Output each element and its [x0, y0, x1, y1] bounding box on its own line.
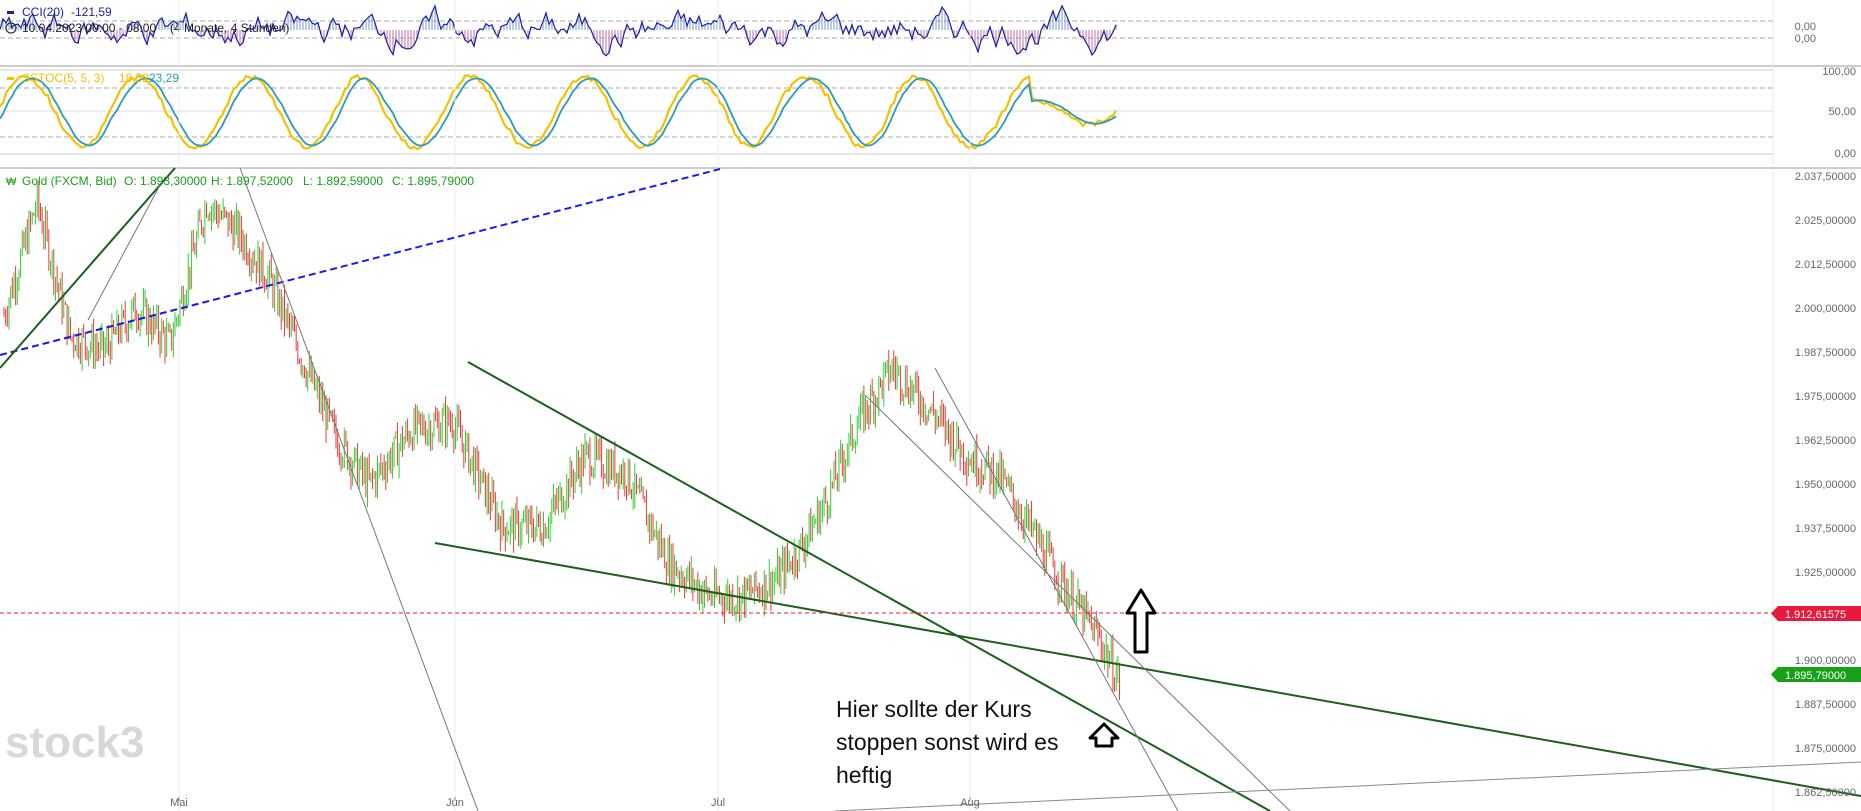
annotation-text: Hier sollte der Kurs stoppen sonst wird …: [836, 696, 1058, 788]
marker-price-text: 1.912,61575: [1785, 609, 1846, 621]
ohlc-legend: ₩ Gold (FXCM, Bid) O: 1.893,30000 H: 1.8…: [6, 174, 474, 188]
price-tick-label: 1.975,00000: [1795, 391, 1856, 403]
last-price-text: 1.895,79000: [1785, 670, 1846, 682]
instrument-name: Gold (FXCM, Bid): [22, 174, 117, 188]
ohlc-high: H: 1.897,52000: [211, 174, 293, 188]
price-tick-label: 2.025,00000: [1795, 215, 1856, 227]
price-tick-label: 1.862,50000: [1795, 787, 1856, 799]
price-tick-label: 2.000,00000: [1795, 303, 1856, 315]
x-label-aug: Aug: [960, 797, 980, 809]
annotation-line-1: Hier sollte der Kurs: [836, 696, 1032, 722]
trendline-green-early: [0, 167, 176, 369]
cci-legend-swatch: [7, 11, 14, 14]
stoch-legend-swatch: [7, 77, 14, 80]
arrow-up-icon: [1125, 588, 1157, 654]
ohlc-close: C: 1.895,79000: [392, 174, 474, 188]
period-text: 10.04.2023 00:00 - 08:00: [22, 21, 156, 35]
price-tick-label: 2.012,50000: [1795, 259, 1856, 271]
price-tick-label: 2.037,50000: [1795, 171, 1856, 183]
trendline-green-lower: [434, 542, 1861, 797]
stoch-tick-100: 100,00: [1822, 66, 1856, 78]
month-gridlines: [178, 0, 971, 811]
watermark-logo: stock3: [5, 718, 144, 767]
range-text: (4 Monate, 4 Stunden): [170, 21, 289, 35]
cci-label: CCI(20): [22, 5, 64, 19]
cci-tick-upper: 0,00: [1795, 21, 1816, 33]
price-tick-label: 1.925,00000: [1795, 567, 1856, 579]
trendline-green-upper: [467, 361, 1271, 811]
cci-line: [0, 4, 1117, 57]
ohlc-low: L: 1.892,59000: [303, 174, 383, 188]
marker-price-tag: 1.912,61575: [1771, 606, 1861, 621]
x-label-jul: Jul: [711, 797, 725, 809]
price-tick-label: 1.875,00000: [1795, 743, 1856, 755]
stoch-tick-0: 0,00: [1835, 148, 1856, 160]
stoch-series: [0, 73, 1117, 151]
x-label-mai: Mai: [170, 797, 188, 809]
clock-hands: [10, 25, 14, 29]
annotation-line-3: heftig: [836, 762, 892, 788]
clock-icon: [5, 22, 17, 34]
x-label-jun: Jun: [446, 797, 464, 809]
trendline-thin-aug2: [934, 367, 1179, 811]
cci-panel: CCI(20) -121,59 10.04.2023 00:00 - 08:00…: [0, 4, 1816, 57]
cci-value: -121,59: [71, 5, 112, 19]
stoch-tick-50: 50,00: [1828, 106, 1856, 118]
trendline-thin-aug1: [864, 394, 1291, 811]
stoch-panel: SSTOC(5, 5, 3) 18,52 23,29 100,00 50,00 …: [0, 66, 1856, 160]
price-tick-label: 1.962,50000: [1795, 435, 1856, 447]
price-tick-label: 1.887,50000: [1795, 699, 1856, 711]
price-tick-label: 1.937,50000: [1795, 523, 1856, 535]
time-axis: Mai Jun Jul Aug: [170, 797, 980, 809]
candles-icon: ₩: [6, 176, 17, 188]
marker-price-tag-shape: [1771, 606, 1861, 621]
trendline-thin-early: [87, 184, 161, 321]
stoch-d-line: [0, 77, 1117, 147]
stoch-d-value: 23,29: [149, 71, 179, 85]
arrow-up-small-icon: [1088, 722, 1120, 748]
trendline-thin-bottom: [834, 761, 1861, 811]
price-tick-label: 1.900,00000: [1795, 655, 1856, 667]
stoch-label: SSTOC(5, 5, 3): [22, 71, 104, 85]
candles: [3, 180, 1121, 701]
price-tick-label: 1.987,50000: [1795, 347, 1856, 359]
price-axis: 2.037,50000 2.025,00000 2.012,50000 2.000,0…: [1795, 171, 1856, 799]
trendline-blue-dashed: [0, 168, 721, 356]
ohlc-open: O: 1.893,30000: [124, 174, 207, 188]
last-price-tag-shape: [1771, 667, 1861, 682]
annotation-line-2: stoppen sonst wird es: [836, 729, 1058, 755]
trendline-thin-steep: [239, 167, 479, 811]
stoch-k-value: 18,52: [119, 71, 149, 85]
cci-tick-lower: 0,00: [1795, 33, 1816, 45]
last-price-tag: 1.895,79000: [1771, 667, 1861, 682]
stoch-k-line: [0, 73, 1117, 151]
price-tick-label: 1.950,00000: [1795, 479, 1856, 491]
cci-series: [0, 4, 1117, 57]
